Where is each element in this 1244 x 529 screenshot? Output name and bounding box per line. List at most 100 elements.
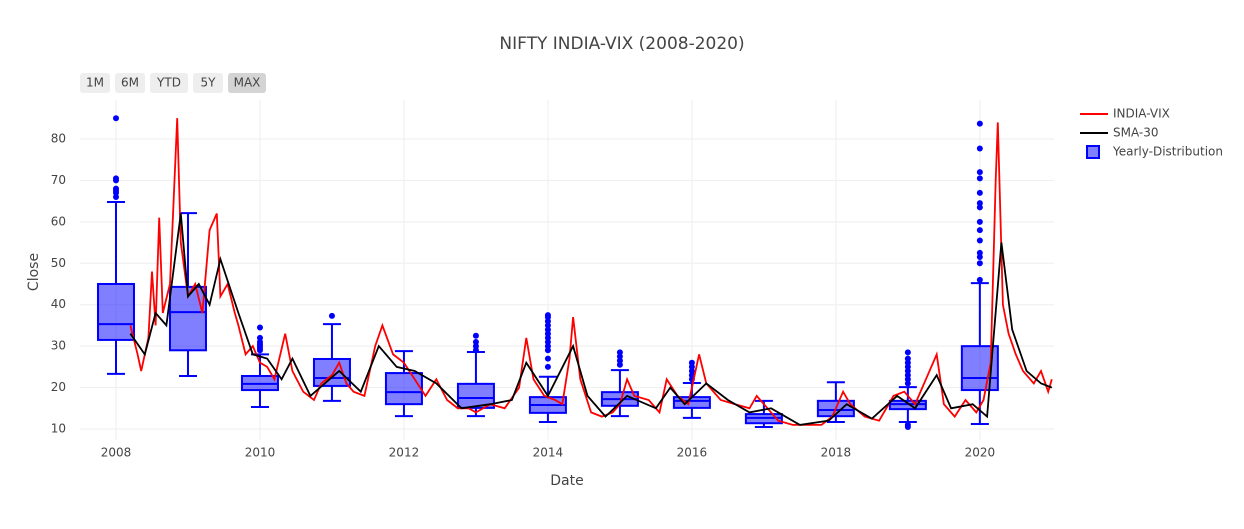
range-button-label: 6M (121, 76, 139, 90)
box-body (96, 282, 135, 341)
outlier (976, 260, 983, 267)
outlier (328, 312, 335, 319)
range-button-label: 1M (86, 76, 104, 90)
outlier (544, 343, 551, 350)
legend-label: SMA-30 (1113, 126, 1159, 140)
box (384, 350, 423, 418)
range-button[interactable]: 6M (115, 73, 145, 93)
outlier (688, 359, 695, 366)
range-button-bg (193, 73, 223, 93)
series-line (129, 118, 1053, 426)
outlier (976, 189, 983, 196)
outlier (904, 380, 911, 387)
box (888, 349, 927, 430)
box (240, 324, 279, 409)
chart-title: NIFTY INDIA-VIX (2008-2020) (499, 34, 744, 54)
y-tick-label: 10 (51, 422, 66, 436)
outlier (976, 120, 983, 127)
range-button[interactable]: MAX (228, 73, 266, 93)
range-button-bg (80, 73, 110, 93)
outlier (544, 363, 551, 370)
outlier (256, 324, 263, 331)
y-tick-label: 70 (51, 173, 66, 187)
outlier (904, 372, 911, 379)
x-tick-label: 2008 (101, 446, 132, 460)
outlier (544, 334, 551, 341)
y-tick-label: 40 (51, 297, 66, 311)
outlier (904, 368, 911, 375)
outlier (544, 326, 551, 333)
outlier (976, 249, 983, 256)
range-button[interactable]: 1M (80, 73, 110, 93)
box (96, 115, 135, 375)
range-button[interactable]: YTD (150, 73, 188, 93)
series-line (129, 213, 1053, 426)
outlier (544, 338, 551, 345)
range-button-label: 5Y (201, 76, 217, 90)
outlier (904, 363, 911, 370)
y-tick-label: 80 (51, 131, 66, 145)
outlier (544, 330, 551, 337)
box (528, 312, 567, 423)
outlier (688, 363, 695, 370)
outlier (976, 200, 983, 207)
y-tick-label: 20 (51, 380, 66, 394)
outlier (976, 227, 983, 234)
outlier (112, 193, 119, 200)
outlier (976, 237, 983, 244)
outlier (472, 343, 479, 350)
range-button[interactable]: 5Y (193, 73, 223, 93)
box-body (384, 372, 423, 406)
y-tick-label: 50 (51, 256, 66, 270)
x-axis-title: Date (550, 473, 583, 489)
range-button-label: MAX (234, 76, 261, 90)
outlier (976, 204, 983, 211)
x-tick-label: 2016 (677, 446, 708, 460)
outlier (976, 276, 983, 283)
range-button-label: YTD (156, 76, 181, 90)
box (312, 312, 351, 402)
outlier (544, 318, 551, 325)
outlier (112, 189, 119, 196)
outlier (976, 169, 983, 176)
outlier (112, 115, 119, 122)
x-tick-label: 2018 (821, 446, 852, 460)
outlier (616, 349, 623, 356)
outlier (256, 347, 263, 354)
outlier (976, 254, 983, 261)
outlier (544, 314, 551, 321)
outlier (472, 338, 479, 345)
outlier (904, 349, 911, 356)
outlier (616, 357, 623, 364)
x-tick-label: 2010 (245, 446, 276, 460)
box (600, 349, 639, 418)
outlier (256, 334, 263, 341)
outlier (976, 145, 983, 152)
y-tick-label: 30 (51, 339, 66, 353)
outlier (976, 175, 983, 182)
box-body (312, 357, 351, 387)
x-tick-label: 2012 (389, 446, 420, 460)
outlier (544, 347, 551, 354)
legend-swatch (1086, 145, 1100, 159)
outlier (544, 355, 551, 362)
legend-label: Yearly-Distribution (1112, 145, 1223, 159)
outlier (904, 376, 911, 383)
outlier (616, 361, 623, 368)
x-tick-label: 2020 (965, 446, 996, 460)
outlier (616, 353, 623, 360)
x-tick-label: 2014 (533, 446, 564, 460)
y-tick-label: 60 (51, 214, 66, 228)
outlier (112, 177, 119, 184)
range-button-bg (115, 73, 145, 93)
outlier (904, 359, 911, 366)
outlier (904, 423, 911, 430)
outlier (544, 322, 551, 329)
y-axis-title: Close (26, 253, 42, 291)
legend-label: INDIA-VIX (1113, 107, 1170, 121)
outlier (904, 355, 911, 362)
outlier (472, 332, 479, 339)
range-button-bg (228, 73, 266, 93)
range-button-bg (150, 73, 188, 93)
